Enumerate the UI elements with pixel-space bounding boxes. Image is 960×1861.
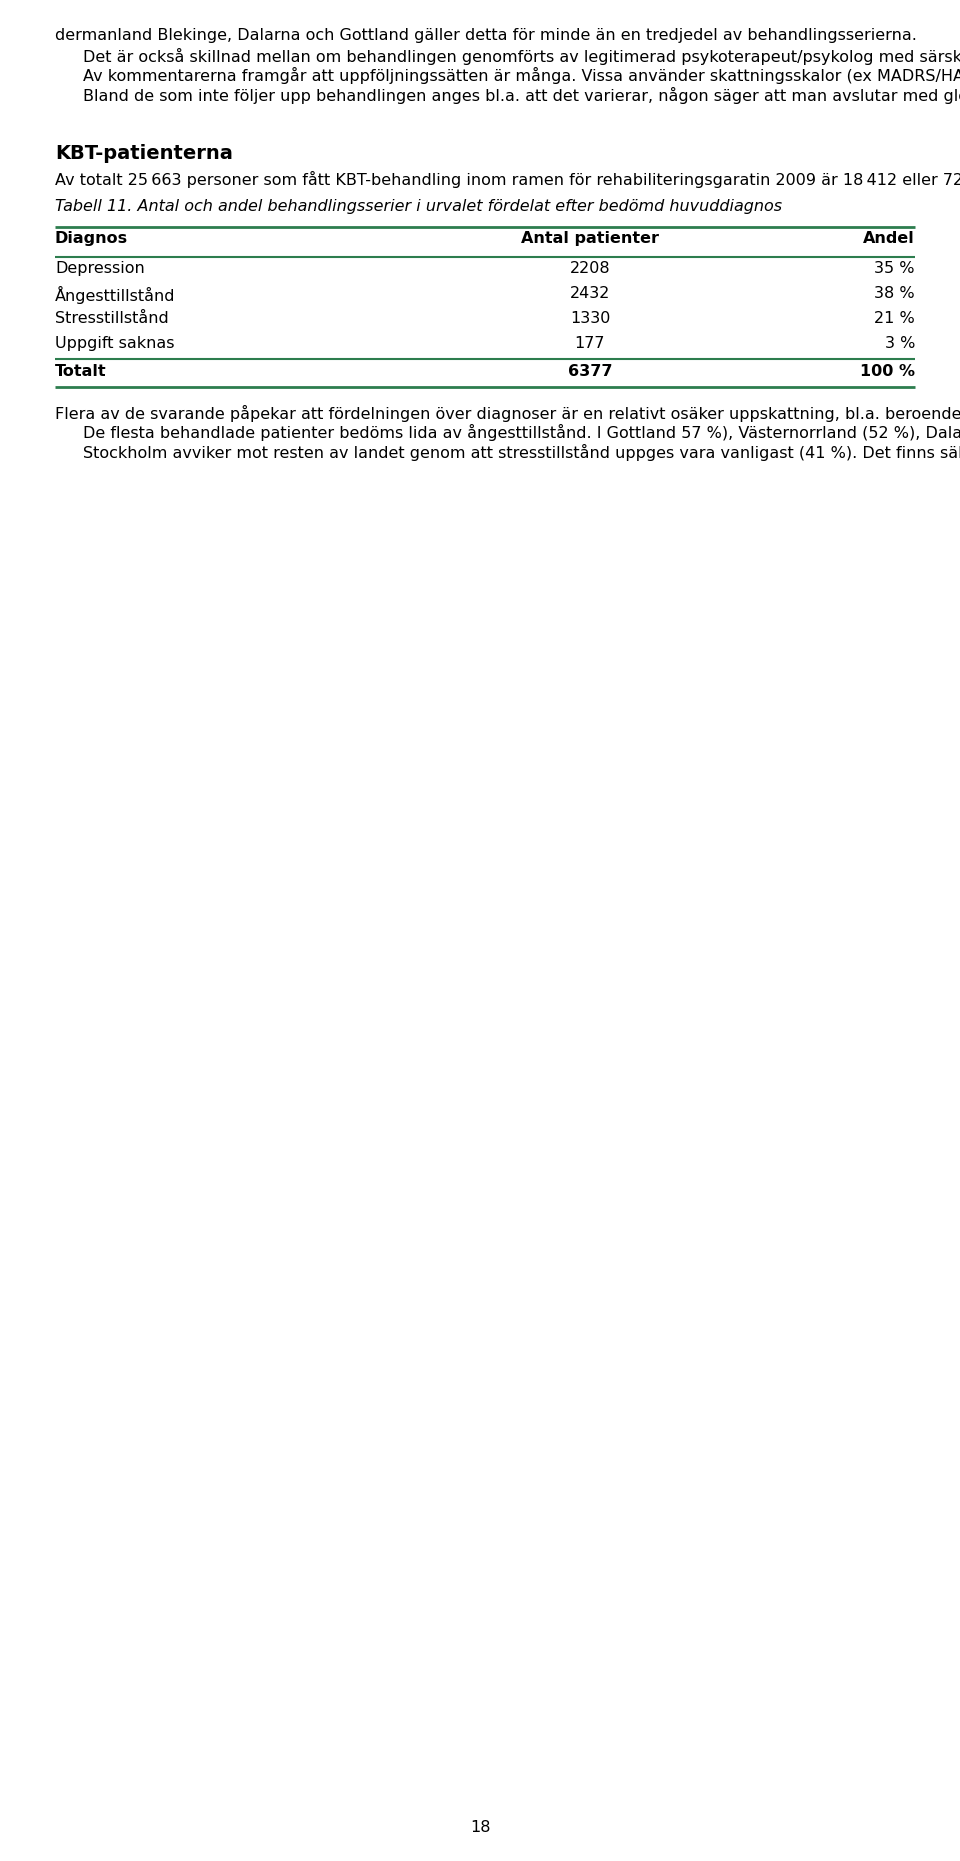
Text: 35 %: 35 % [875,261,915,275]
Text: De flesta behandlade patienter bedöms lida av ångesttillstånd. I Gottland 57 %),: De flesta behandlade patienter bedöms li… [83,424,960,441]
Text: dermanland Blekinge, Dalarna och Gottland gäller detta för minde än en tredjedel: dermanland Blekinge, Dalarna och Gottlan… [55,28,917,43]
Text: Stockholm avviker mot resten av landet genom att stresstillstånd uppges vara van: Stockholm avviker mot resten av landet g… [83,443,960,462]
Text: Diagnos: Diagnos [55,231,128,246]
Text: 2208: 2208 [569,261,611,275]
Text: Tabell 11. Antal och andel behandlingsserier i urvalet fördelat efter bedömd huv: Tabell 11. Antal och andel behandlingsse… [55,199,782,214]
Text: Av totalt 25 663 personer som fått KBT-behandling inom ramen för rehabiliterings: Av totalt 25 663 personer som fått KBT-b… [55,169,960,188]
Text: Antal patienter: Antal patienter [521,231,659,246]
Text: 21 %: 21 % [875,311,915,326]
Text: 100 %: 100 % [860,363,915,378]
Text: KBT-patienterna: KBT-patienterna [55,143,233,164]
Text: Bland de som inte följer upp behandlingen anges bl.a. att det varierar, någon sä: Bland de som inte följer upp behandlinge… [83,86,960,104]
Text: 38 %: 38 % [875,287,915,301]
Text: 3 %: 3 % [884,335,915,350]
Text: Flera av de svarande påpekar att fördelningen över diagnoser är en relativt osäk: Flera av de svarande påpekar att fördeln… [55,404,960,422]
Text: Totalt: Totalt [55,363,107,378]
Text: 2432: 2432 [570,287,611,301]
Text: Det är också skillnad mellan om behandlingen genomförts av legitimerad psykotera: Det är också skillnad mellan om behandli… [83,48,960,65]
Text: 1330: 1330 [570,311,611,326]
Text: Uppgift saknas: Uppgift saknas [55,335,175,350]
Text: Andel: Andel [863,231,915,246]
Text: 177: 177 [575,335,605,350]
Text: 6377: 6377 [567,363,612,378]
Text: 18: 18 [469,1820,491,1835]
Text: Stresstillstånd: Stresstillstånd [55,311,169,326]
Text: Depression: Depression [55,261,145,275]
Text: Av kommentarerna framgår att uppföljningssätten är många. Vissa använder skattni: Av kommentarerna framgår att uppföljning… [83,67,960,84]
Text: Ångesttillstånd: Ångesttillstånd [55,287,176,303]
